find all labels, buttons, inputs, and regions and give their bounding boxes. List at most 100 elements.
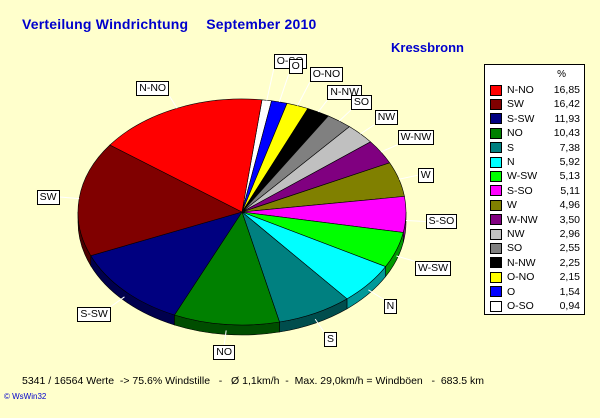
legend-item: W-SW 5,13 [490,169,580,183]
slice-label-o-no: O-NO [309,67,344,83]
slice-label-w: W [417,167,434,183]
legend-item: O 1,54 [490,285,580,299]
legend-swatch [490,185,502,197]
slice-label-n-no: N-NO [136,80,170,96]
leader-line-o [278,74,290,103]
legend-label: S [507,141,515,154]
legend-swatch [490,142,502,154]
legend-value: 5,11 [560,184,580,197]
legend-value: 5,92 [559,156,580,168]
legend-label: W [507,199,517,212]
leader-line-o-no [297,82,311,106]
leader-line-so [338,109,352,122]
legend-label: O [507,285,516,298]
leader-line-n-nw [317,99,328,113]
legend-value: 16,42 [553,98,580,111]
legend-swatch [490,300,502,312]
legend-value: 1,54 [559,285,580,298]
leader-line-s-sw [110,296,125,308]
leader-line-nw [360,124,375,135]
legend-swatch [490,127,502,139]
legend-value: 7,38 [559,141,580,154]
legend-label: S-SW [507,112,535,125]
slice-label-so: SO [350,95,373,111]
leader-line-no [223,330,227,345]
slice-n-no [109,98,263,213]
leader-line-n [368,289,384,300]
legend-value: 2,15 [559,271,580,284]
legend-swatch [490,214,502,226]
legend-item: S-SW 11,93 [490,112,580,126]
legend-value: 11,93 [554,112,581,125]
legend-label: W-SW [507,170,538,183]
legend-value: 5,13 [559,170,580,183]
slice-no [174,211,280,326]
slice-label-s-so: S-SO [425,213,458,229]
legend-label: N [507,156,515,168]
legend-label: O-NO [507,271,535,284]
legend-item: N 5,92 [490,155,580,169]
legend-label: W-NW [507,213,538,226]
legend-item: SO 2,55 [490,241,580,255]
legend-item: O-SO 0,94 [490,299,580,313]
legend-label: NO [507,127,523,140]
legend-value: 2,55 [559,242,580,255]
chart-title: Verteilung Windrichtung September 2010 [22,16,316,32]
legend-item: O-NO 2,15 [490,270,580,284]
legend-item: N-NW 2,25 [490,256,580,270]
legend-swatch [490,98,502,110]
legend-value: 16,85 [553,84,580,96]
slice-s-sw [90,211,243,316]
slice-label-nw: NW [374,109,399,125]
legend-label: NW [507,228,525,240]
leader-line-sw [59,196,80,200]
legend-swatch [490,228,502,240]
leader-line-s-so [405,219,426,222]
slice-label-w-sw: W-SW [414,261,452,277]
leader-line-w-nw [380,144,398,153]
legend-label: O-SO [507,300,534,312]
legend-swatch [490,84,502,96]
legend: % N-NO 16,85 SW 16,42 S-SW 11,93 NO 10,43 S 7,38 N… [484,64,585,315]
legend-item: NW 2,96 [490,227,580,241]
legend-item: W-NW 3,50 [490,213,580,227]
leader-line-s [314,318,325,333]
slice-label-s: S [323,331,337,347]
legend-item: W 4,96 [490,198,580,212]
legend-item: S-SO 5,11 [490,184,580,198]
slice-label-n: N [383,299,398,315]
slice-label-o: O [288,59,303,75]
legend-unit: % [557,69,566,80]
slice-label-s-sw: S-SW [77,306,111,322]
legend-item: N-NO 16,85 [490,83,580,97]
legend-swatch [490,242,502,254]
title-text: Verteilung Windrichtung [22,16,189,32]
legend-item: S 7,38 [490,141,580,155]
legend-label: N-NW [507,256,536,269]
legend-swatch [490,199,502,211]
legend-swatch [490,113,502,125]
legend-label: S-SO [507,184,533,197]
station-name: Kressbronn [391,40,464,55]
leader-line-w-sw [396,255,416,262]
software-credit: © WsWin32 [4,392,47,401]
legend-swatch [490,286,502,298]
legend-value: 2,96 [559,228,580,240]
legend-item: NO 10,43 [490,126,580,140]
leader-line-n-no [168,95,178,109]
legend-value: 4,96 [559,199,580,212]
title-month: September 2010 [206,16,317,32]
legend-swatch [490,271,502,283]
legend-value: 10,43 [553,127,580,140]
legend-item: SW 16,42 [490,97,580,111]
legend-value: 3,50 [559,213,580,226]
leader-line-o-so [266,68,275,101]
legend-swatch [490,170,502,182]
slice-label-w-nw: W-NW [397,129,435,145]
legend-label: N-NO [507,84,534,96]
legend-label: SO [507,242,523,255]
legend-swatch [490,156,502,168]
legend-value: 0,94 [559,300,580,312]
slice-label-sw: SW [36,189,60,205]
